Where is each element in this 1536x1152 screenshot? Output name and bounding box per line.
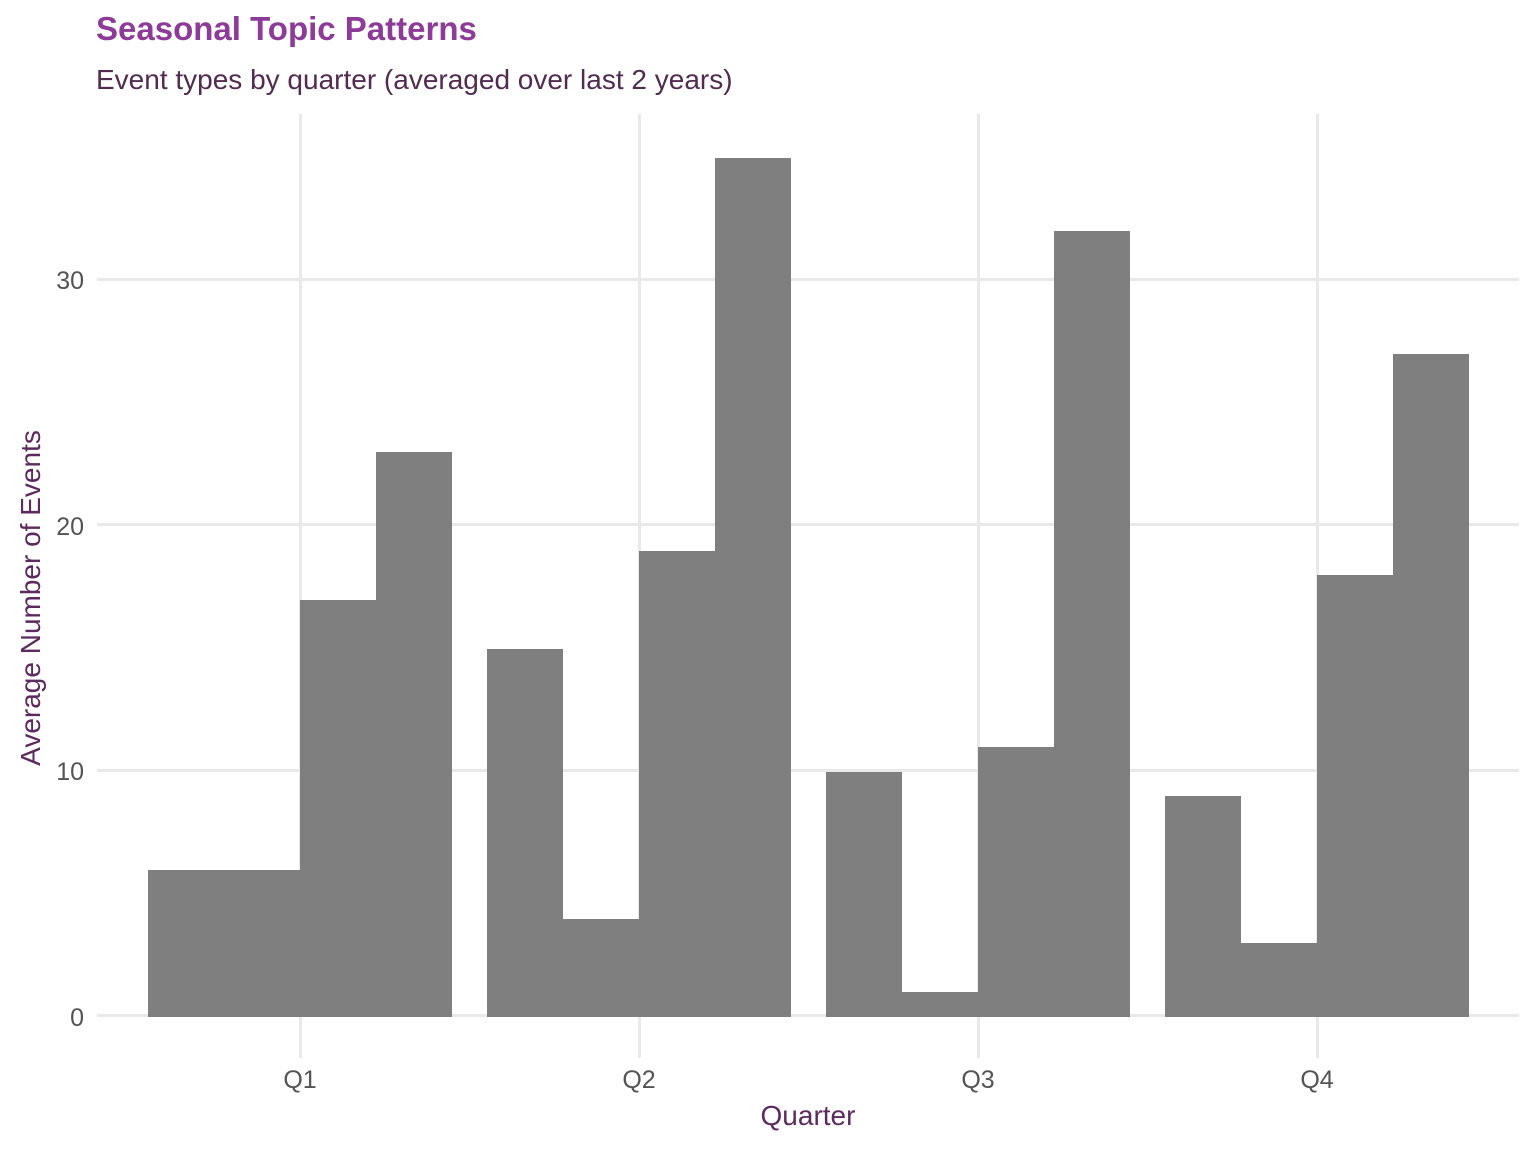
bar-q2-1 [487, 648, 563, 1017]
bar-q4-2 [1241, 943, 1317, 1017]
chart-subtitle: Event types by quarter (averaged over la… [96, 64, 733, 95]
y-gridline [97, 277, 1519, 281]
y-gridline [97, 523, 1519, 526]
y-gridline [97, 768, 1519, 772]
bar-q1-3 [300, 599, 376, 1017]
bar-q4-3 [1317, 575, 1393, 1017]
bar-q2-2 [563, 918, 639, 1017]
y-gridline [97, 1014, 1519, 1017]
bar-q3-3 [978, 746, 1054, 1017]
bar-q3-2 [902, 992, 978, 1017]
x-tick-label: Q1 [283, 1066, 317, 1094]
chart-title: Seasonal Topic Patterns [96, 10, 477, 47]
y-tick-label: 10 [56, 758, 84, 786]
y-tick-label: 0 [70, 1003, 84, 1032]
bar-q2-3 [639, 550, 715, 1017]
bar-q1-4 [376, 452, 452, 1017]
bar-q3-1 [826, 771, 902, 1017]
bar-q3-4 [1054, 231, 1130, 1017]
bar-q4-4 [1393, 354, 1469, 1017]
x-tick-label: Q2 [622, 1066, 656, 1094]
x-tick-label: Q3 [961, 1066, 995, 1094]
bar-q4-1 [1165, 796, 1241, 1017]
x-axis-title: Quarter [760, 1100, 856, 1131]
y-tick-label: 20 [56, 512, 84, 541]
x-gridline [298, 114, 302, 1058]
bar-q1-2 [224, 869, 300, 1017]
x-gridline [976, 114, 980, 1058]
bar-q1-1 [148, 869, 224, 1017]
y-axis-title: Average Number of Events [15, 430, 46, 766]
y-tick-label: 30 [56, 267, 84, 295]
x-tick-label: Q4 [1300, 1066, 1334, 1094]
bar-q2-4 [715, 157, 791, 1017]
